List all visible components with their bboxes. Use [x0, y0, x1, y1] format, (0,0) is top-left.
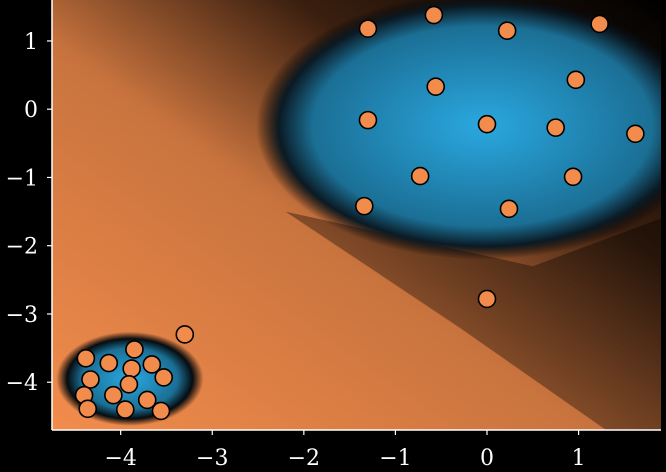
- data-point: [119, 374, 139, 394]
- data-point: [499, 199, 519, 219]
- y-tick-label: −3: [6, 303, 38, 328]
- data-point: [354, 196, 374, 216]
- data-point: [154, 368, 174, 387]
- data-point: [358, 110, 378, 130]
- data-point: [151, 401, 171, 421]
- data-point: [78, 399, 98, 419]
- data-point: [546, 118, 565, 137]
- x-tick-label: −3: [196, 446, 228, 471]
- boundary-shadow: [285, 211, 661, 430]
- y-tick-label: −2: [6, 235, 38, 260]
- data-point: [81, 370, 100, 389]
- y-tick-label: 1: [24, 30, 38, 55]
- x-tick-label: −1: [379, 446, 411, 471]
- y-tick-label: −1: [6, 166, 38, 191]
- data-point: [410, 166, 430, 186]
- data-point: [99, 353, 119, 373]
- x-tick-label: −2: [288, 446, 320, 471]
- data-point: [142, 355, 162, 374]
- data-point: [358, 19, 378, 38]
- data-point: [477, 114, 497, 134]
- data-point: [76, 349, 96, 368]
- data-point: [125, 340, 144, 359]
- x-tick-label: −4: [104, 446, 136, 471]
- data-point: [137, 390, 157, 410]
- data-point: [175, 325, 195, 344]
- data-point: [115, 400, 135, 419]
- data-point: [497, 21, 517, 41]
- x-tick-label: 0: [480, 446, 494, 471]
- data-point: [477, 289, 497, 309]
- data-point: [424, 5, 444, 25]
- data-points: [74, 5, 645, 421]
- data-point: [426, 77, 446, 96]
- y-tick-label: −4: [6, 371, 38, 396]
- data-point: [626, 124, 645, 144]
- data-point: [104, 385, 123, 405]
- x-tick-label: 1: [572, 446, 586, 471]
- data-point: [563, 167, 583, 187]
- axes: −4 −3 −2 −1 0 1 1 0 −1 −2 −3 −4: [6, 0, 661, 471]
- data-point: [590, 14, 609, 34]
- region-1: [256, 0, 661, 260]
- data-point: [122, 359, 141, 378]
- y-tick-label: 0: [24, 98, 38, 123]
- data-point: [566, 70, 586, 90]
